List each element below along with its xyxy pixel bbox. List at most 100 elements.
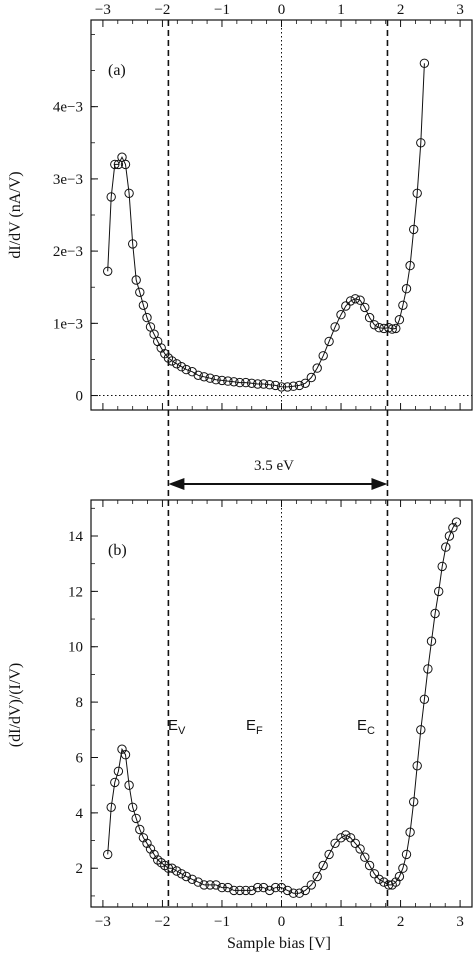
data-point [235,377,245,388]
data-point [258,379,269,389]
data-point [426,636,437,646]
data-point [437,561,447,572]
panel-b-label: (b) [108,542,127,559]
x-tick-label: −1 [214,914,230,930]
gap-label: 3.5 eV [254,458,294,474]
data-point [294,380,305,391]
data-point [318,351,328,361]
data-point [350,838,360,848]
data-point [364,312,375,323]
data-point [387,324,397,334]
data-point [355,844,365,854]
data-point [258,882,269,893]
data-point [142,838,152,848]
data-point [103,266,113,276]
data-point [264,380,275,390]
data-point [167,356,177,366]
data-point [176,869,187,879]
data-point [394,315,405,325]
data-point [187,874,197,884]
guide-lines [91,20,472,907]
data-point [205,373,215,383]
data-point [264,885,275,896]
data-point [391,323,401,334]
data-point [253,379,263,389]
x-tick-label: −2 [154,914,170,930]
data-point [172,866,182,876]
x-tick-label: 0 [278,914,286,930]
data-point [113,766,124,776]
data-point [276,382,287,392]
x-tick-label: 2 [397,2,405,18]
data-point [341,830,351,840]
data-point [336,310,346,320]
data-point [223,882,233,893]
data-point [106,192,116,202]
data-point [412,188,422,199]
data-point [110,777,120,788]
data-point [434,586,444,597]
data-point [288,888,299,898]
data-point [350,294,360,304]
x-tick-label: −2 [154,2,170,18]
data-point [138,300,149,310]
data-point [241,885,251,896]
data-point [419,694,430,704]
data-point [199,372,209,382]
data-point [176,362,187,372]
data-point [360,852,370,862]
panel-a-series [103,58,430,392]
data-point [145,322,156,332]
data-point [364,860,375,871]
x-tick-label: 3 [456,2,464,18]
conduction-band-label: EC [357,717,375,737]
gap-arrow [168,478,388,490]
data-point [124,780,134,790]
data-point [423,664,433,674]
x-axis-label: Sample bias [V] [227,935,331,952]
data-point [374,874,384,884]
valence-band-label: EV [168,717,186,737]
data-point [135,824,145,835]
data-point [282,885,293,896]
y-tick-label: 3e−3 [53,172,83,188]
data-point [253,882,263,893]
data-point [181,364,192,375]
data-point [444,531,455,541]
data-point [416,138,426,148]
data-point [401,849,412,860]
data-point [394,871,405,882]
data-point [193,877,203,887]
data-point [398,300,408,310]
data-point [106,802,116,812]
x-tick-label: −1 [214,2,230,18]
panel-b-series [103,517,462,898]
data-point [412,761,422,771]
data-point [128,802,138,812]
data-point [172,359,182,369]
data-point [306,880,316,890]
y-tick-label: 4 [76,806,84,822]
x-tick-label: 2 [397,914,405,930]
data-point [229,885,239,896]
series-line [107,521,457,894]
data-point [163,863,174,873]
data-point [131,275,141,285]
gap-arrow-head-right [371,478,388,490]
data-point [416,725,426,735]
data-point [409,797,419,807]
data-point [288,381,299,391]
x-tick-label: 1 [337,2,345,18]
data-point [103,849,113,860]
data-point [430,608,440,619]
data-point [312,363,322,373]
data-point [374,323,384,333]
data-point [405,260,415,271]
data-point [345,296,356,306]
data-point [369,320,380,330]
y-tick-label: 2e−3 [53,244,83,260]
data-point [336,833,346,843]
y-tick-label: 4e−3 [53,100,83,116]
